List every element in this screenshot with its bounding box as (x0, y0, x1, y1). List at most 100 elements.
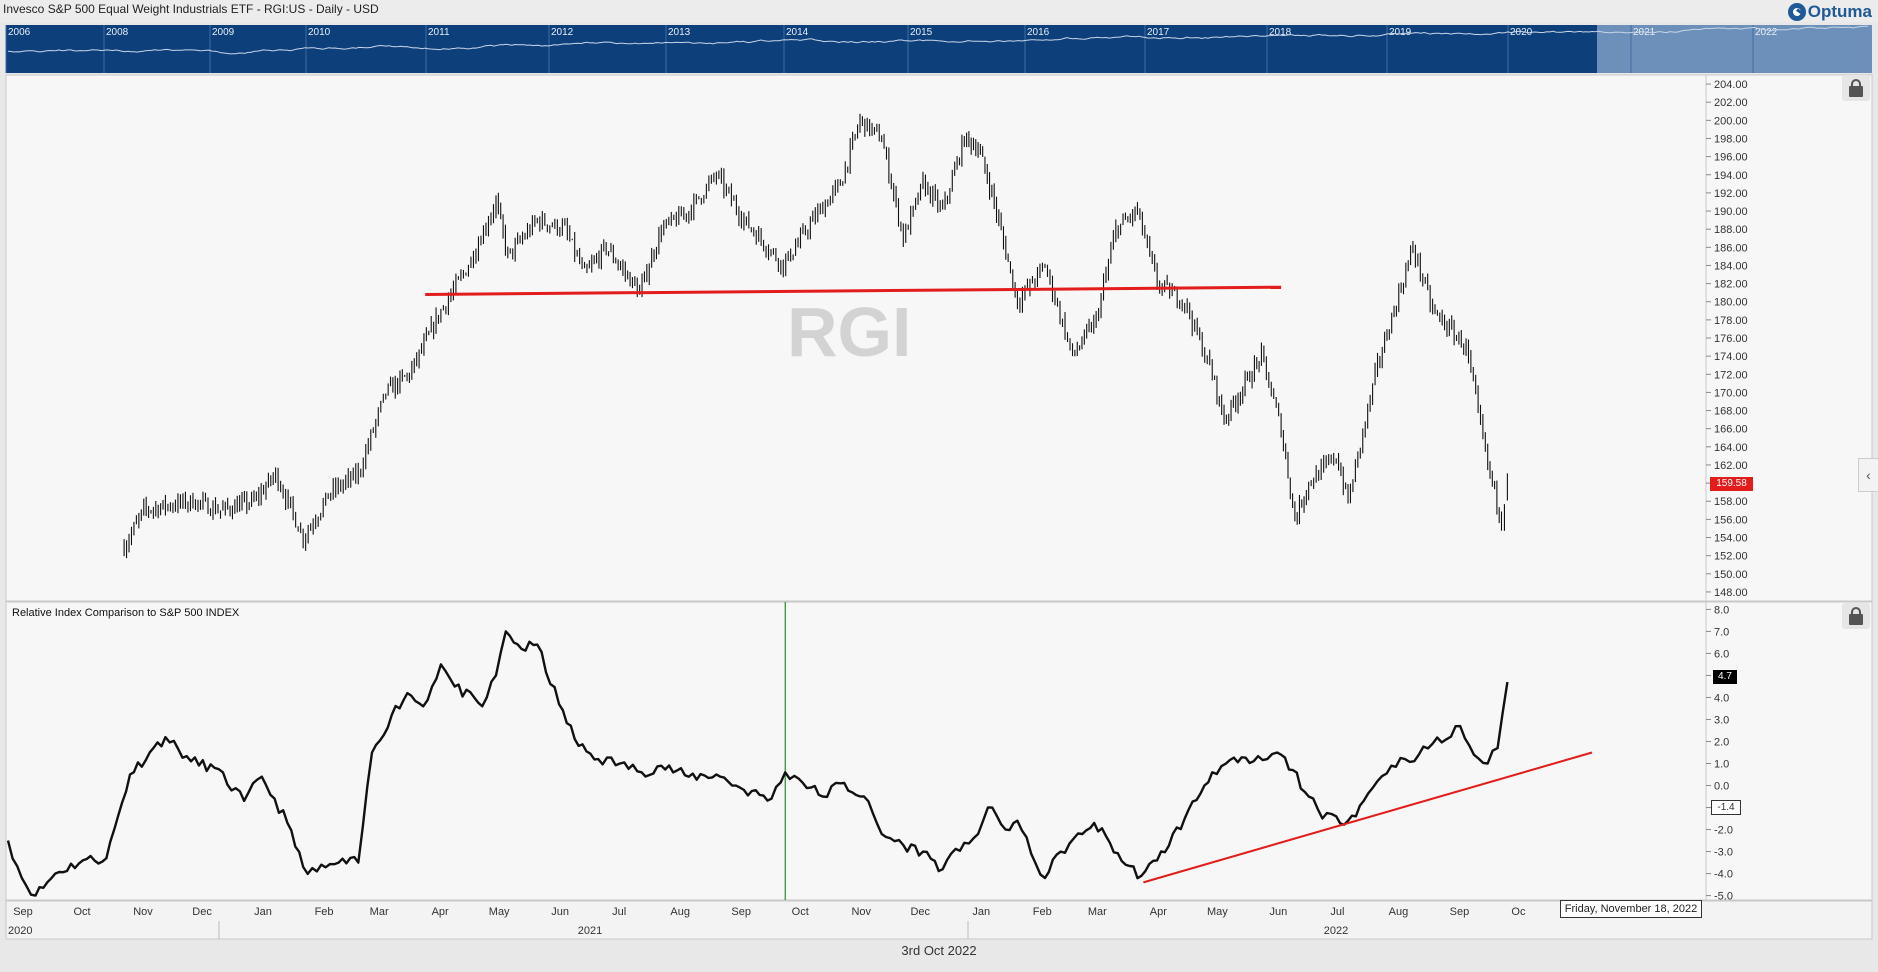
price-y-tick-label: 158.00 (1714, 496, 1748, 508)
x-month-label: Sep (731, 906, 751, 918)
indicator-panel (5, 601, 1707, 901)
navigator-year-label: 2022 (1755, 27, 1778, 38)
x-month-label: Jan (254, 906, 272, 918)
navigator-strip[interactable]: 2006 2008 2009 2010 2011 2012 2013 2014 2015 2016… (5, 25, 1872, 73)
price-y-tick-label: 176.00 (1714, 333, 1748, 345)
price-y-tick-label: 164.00 (1714, 442, 1748, 454)
price-y-tick-label: 166.00 (1714, 424, 1748, 436)
price-y-tick-label: 200.00 (1714, 115, 1748, 127)
x-month-label: Jul (1330, 906, 1344, 918)
x-month-label: Feb (1033, 906, 1052, 918)
price-y-tick-label: 148.00 (1714, 587, 1748, 599)
price-axis-panel (1705, 74, 1873, 602)
indicator-y-tick-label: 2.0 (1714, 736, 1729, 748)
x-month-label: Sep (1450, 906, 1470, 918)
price-y-tick-label: 150.00 (1714, 569, 1748, 581)
x-month-label: Jan (972, 906, 990, 918)
navigator-year-label: 2010 (308, 27, 331, 38)
x-year-label: 2021 (578, 925, 602, 937)
x-month-label: Jun (551, 906, 569, 918)
price-y-tick-label: 178.00 (1714, 315, 1748, 327)
price-y-tick-label: 162.00 (1714, 460, 1748, 472)
price-panel-lock-icon[interactable] (1842, 75, 1870, 101)
indicator-y-tick-label: 6.0 (1714, 648, 1729, 660)
optuma-logo-icon (1787, 3, 1806, 21)
navigator-year-label: 2015 (910, 27, 933, 38)
navigator-year-label: 2017 (1147, 27, 1170, 38)
x-month-label: Mar (370, 906, 389, 918)
price-y-tick-label: 152.00 (1714, 551, 1748, 563)
navigator-year-label: 2013 (668, 27, 691, 38)
cursor-date-tooltip: Friday, November 18, 2022 (1560, 900, 1702, 918)
x-month-label: Nov (133, 906, 153, 918)
x-month-label: Aug (670, 906, 690, 918)
collapse-panel-chevron-left-icon[interactable]: ‹ (1858, 458, 1878, 492)
indicator-y-tick-label: 8.0 (1714, 604, 1729, 616)
price-y-tick-label: 154.00 (1714, 533, 1748, 545)
indicator-y-tick-label: 7.0 (1714, 626, 1729, 638)
navigator-year-label: 2021 (1633, 27, 1656, 38)
x-month-label: Jul (612, 906, 626, 918)
x-month-label: Apr (432, 906, 449, 918)
navigator-year-label: 2006 (8, 27, 31, 38)
x-month-label: May (489, 906, 510, 918)
indicator-panel-lock-icon[interactable] (1842, 603, 1870, 629)
chart-title: Invesco S&P 500 Equal Weight Industrials… (3, 2, 379, 16)
navigator-year-label: 2019 (1389, 27, 1412, 38)
price-y-tick-label: 156.00 (1714, 514, 1748, 526)
indicator-value-badge: 4.7 (1713, 670, 1737, 684)
price-y-tick-label: 184.00 (1714, 260, 1748, 272)
x-month-label: Dec (192, 906, 212, 918)
x-month-label: Oct (792, 906, 809, 918)
indicator-trendline-value-badge: -1.4 (1711, 800, 1741, 815)
x-month-label: May (1207, 906, 1228, 918)
x-month-label: Nov (851, 906, 871, 918)
price-y-tick-label: 196.00 (1714, 152, 1748, 164)
navigator-year-label: 2008 (106, 27, 129, 38)
price-y-tick-label: 188.00 (1714, 224, 1748, 236)
indicator-y-tick-label: 4.0 (1714, 692, 1729, 704)
navigator-year-label: 2014 (786, 27, 809, 38)
navigator-price-line (7, 25, 1869, 55)
navigator-background (6, 25, 1872, 73)
price-y-tick-label: 204.00 (1714, 79, 1748, 91)
indicator-support-trendline[interactable] (1143, 751, 1593, 884)
footer-date: 3rd Oct 2022 (901, 943, 977, 958)
indicator-y-tick-label: -2.0 (1714, 825, 1733, 837)
x-month-label: Aug (1389, 906, 1409, 918)
indicator-y-tick-label: -4.0 (1714, 869, 1733, 881)
price-y-tick-label: 182.00 (1714, 279, 1748, 291)
x-month-label: Dec (910, 906, 930, 918)
indicator-y-tick-label: 0.0 (1714, 781, 1729, 793)
navigator-selection[interactable] (1597, 25, 1872, 73)
price-resistance-trendline[interactable] (425, 285, 1282, 296)
indicator-y-tick-label: 3.0 (1714, 714, 1729, 726)
x-month-label: Apr (1150, 906, 1167, 918)
indicator-title: Relative Index Comparison to S&P 500 IND… (12, 607, 240, 619)
x-month-label: Jun (1270, 906, 1288, 918)
last-price-badge: 159.58 (1710, 477, 1753, 491)
price-y-tick-label: 192.00 (1714, 188, 1748, 200)
indicator-y-tick-label: -5.0 (1714, 891, 1733, 903)
title-bar: Invesco S&P 500 Equal Weight Industrials… (0, 0, 1878, 22)
price-y-tick-label: 190.00 (1714, 206, 1748, 218)
indicator-y-tick-label: -3.0 (1714, 847, 1733, 859)
navigator-year-label: 2018 (1269, 27, 1292, 38)
x-month-label: Oc (1511, 906, 1526, 918)
price-y-tick-label: 174.00 (1714, 351, 1748, 363)
x-month-label: Feb (315, 906, 334, 918)
price-y-tick-label: 202.00 (1714, 97, 1748, 109)
price-panel (5, 74, 1707, 602)
indicator-axis-panel (1705, 601, 1873, 901)
x-month-label: Sep (13, 906, 33, 918)
indicator-y-tick-label: 1.0 (1714, 759, 1729, 771)
navigator-year-label: 2011 (428, 27, 450, 38)
x-year-label: 2022 (1324, 925, 1348, 937)
navigator-year-label: 2020 (1510, 27, 1533, 38)
optuma-logo-text: Optuma (1807, 2, 1872, 21)
navigator-year-label: 2016 (1027, 27, 1050, 38)
navigator-year-label: 2012 (551, 27, 574, 38)
optuma-logo: Optuma (1787, 1, 1872, 23)
price-y-tick-label: 172.00 (1714, 369, 1748, 381)
